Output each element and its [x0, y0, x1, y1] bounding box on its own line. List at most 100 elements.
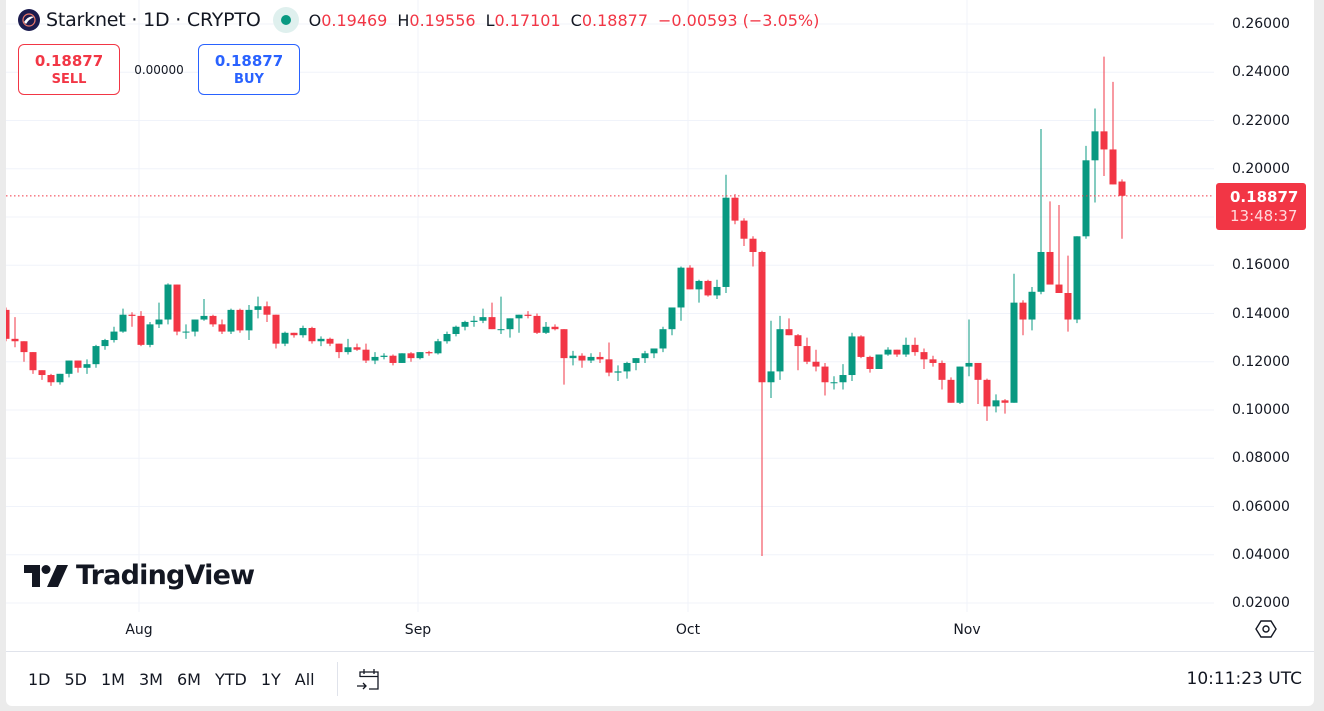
candle: [704, 279, 712, 297]
range-button-6m[interactable]: 6M: [176, 669, 201, 689]
candle: [65, 360, 73, 378]
candle: [443, 331, 451, 344]
candle: [1091, 108, 1099, 203]
time-tick: Sep: [404, 622, 432, 638]
time-axis[interactable]: Aug Sep Oct Nov: [6, 612, 1314, 648]
candle: [524, 311, 532, 319]
candle: [623, 361, 631, 379]
settings-hexagon-icon: [1255, 620, 1277, 638]
spread-value: 0.00000: [134, 62, 184, 77]
candle: [20, 341, 28, 362]
price-tick: 0.26000: [1232, 16, 1290, 32]
candle: [1064, 255, 1072, 332]
price-tick: 0.06000: [1232, 498, 1290, 515]
candle: [695, 279, 703, 303]
buy-button[interactable]: 0.18877 BUY: [198, 44, 300, 95]
candle: [956, 366, 964, 404]
candle: [515, 314, 523, 333]
candle: [758, 250, 766, 556]
starknet-logo-icon: [18, 9, 40, 31]
price-tick: 0.10000: [1232, 402, 1290, 418]
time-tick: Aug: [125, 622, 153, 638]
candle: [677, 266, 685, 321]
candle: [893, 349, 901, 357]
candle: [587, 353, 595, 363]
candle: [650, 348, 658, 359]
sell-button[interactable]: 0.18877 SELL: [18, 44, 120, 95]
candle: [155, 302, 163, 328]
candle: [848, 332, 856, 382]
candle: [56, 373, 64, 385]
candle: [47, 373, 55, 386]
candlestick-chart[interactable]: [6, 0, 1314, 612]
candle: [785, 318, 793, 336]
candle: [191, 319, 199, 337]
price-tick: 0.14000: [1232, 305, 1290, 322]
time-tick: Oct: [675, 622, 701, 638]
symbol-legend: Starknet · 1D · CRYPTO O0.19469 H0.19556…: [18, 6, 819, 34]
tradingview-logo[interactable]: TradingView: [24, 560, 255, 591]
price-tick: 0.04000: [1232, 546, 1290, 563]
candle: [911, 337, 919, 356]
candle: [290, 332, 298, 338]
high-label: H: [397, 10, 410, 30]
candle: [551, 324, 559, 331]
candle: [434, 338, 442, 355]
candle: [200, 299, 208, 321]
sell-price: 0.18877: [34, 51, 104, 70]
candle: [479, 308, 487, 324]
market-status-indicator[interactable]: [272, 7, 299, 33]
price-axis[interactable]: 0.26000 0.24000 0.22000 0.20000 0.16000 0.140…: [1214, 0, 1314, 612]
candle: [317, 336, 325, 347]
range-button-5d[interactable]: 5D: [64, 669, 88, 689]
candle: [857, 335, 865, 359]
candle: [506, 318, 514, 338]
candle: [344, 338, 352, 355]
candle: [272, 314, 280, 349]
candle: [740, 218, 748, 246]
candle: [308, 326, 316, 344]
candle: [1100, 56, 1108, 176]
candle: [839, 364, 847, 390]
range-button-1y[interactable]: 1Y: [260, 669, 281, 689]
range-button-3m[interactable]: 3M: [138, 669, 163, 689]
symbol-title[interactable]: Starknet · 1D · CRYPTO: [46, 9, 261, 31]
candle: [425, 350, 433, 356]
candle: [812, 349, 820, 372]
candle: [920, 348, 928, 369]
range-button-1m[interactable]: 1M: [101, 669, 125, 689]
price-tick: 0.02000: [1232, 595, 1290, 611]
candle: [407, 352, 415, 362]
candle: [803, 337, 811, 365]
candle: [335, 343, 343, 359]
last-price-value: 0.18877: [1230, 187, 1299, 206]
bottom-toolbar: 1D 5D 1M 3M 6M YTD 1Y All 10:11:23 UTC: [6, 651, 1314, 706]
candle: [389, 354, 397, 366]
candle: [461, 320, 469, 331]
utc-clock[interactable]: 10:11:23 UTC: [1186, 669, 1302, 689]
candle: [1019, 300, 1027, 336]
candle: [1073, 236, 1081, 324]
chart-settings-button[interactable]: [1254, 617, 1278, 641]
candle: [299, 325, 307, 338]
range-button-all[interactable]: All: [294, 669, 315, 689]
calendar-goto-icon: [356, 669, 379, 690]
candle: [326, 337, 334, 347]
candle: [542, 321, 550, 335]
candle: [398, 353, 406, 363]
candle: [875, 354, 883, 369]
high-value: 0.19556: [409, 10, 476, 30]
candle: [596, 352, 604, 363]
range-button-1d[interactable]: 1D: [28, 669, 51, 689]
range-button-ytd[interactable]: YTD: [214, 669, 247, 689]
candle: [1055, 204, 1063, 293]
candle: [1001, 399, 1009, 414]
candle: [794, 334, 802, 371]
candle: [659, 326, 667, 353]
toolbar-divider: [336, 662, 338, 696]
candle: [6, 307, 10, 342]
bar-countdown: 13:48:37: [1230, 206, 1298, 225]
candle: [605, 342, 613, 377]
candle: [992, 394, 1000, 413]
go-to-date-button[interactable]: [352, 662, 386, 696]
